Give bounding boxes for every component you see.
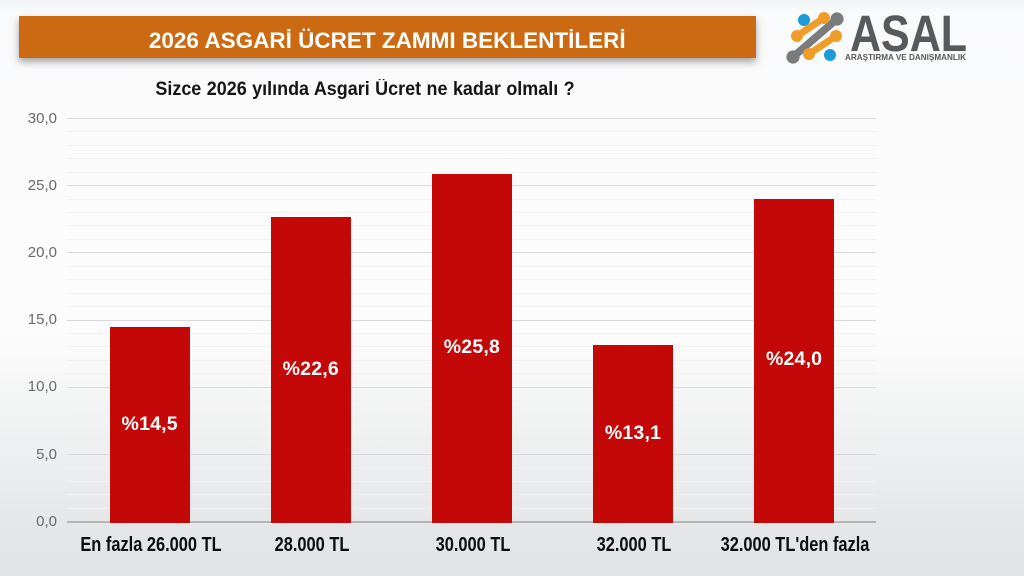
svg-text:ARAŞTIRMA VE DANIŞMANLIK: ARAŞTIRMA VE DANIŞMANLIK [845, 52, 967, 62]
svg-text:ASAL: ASAL [850, 5, 967, 62]
